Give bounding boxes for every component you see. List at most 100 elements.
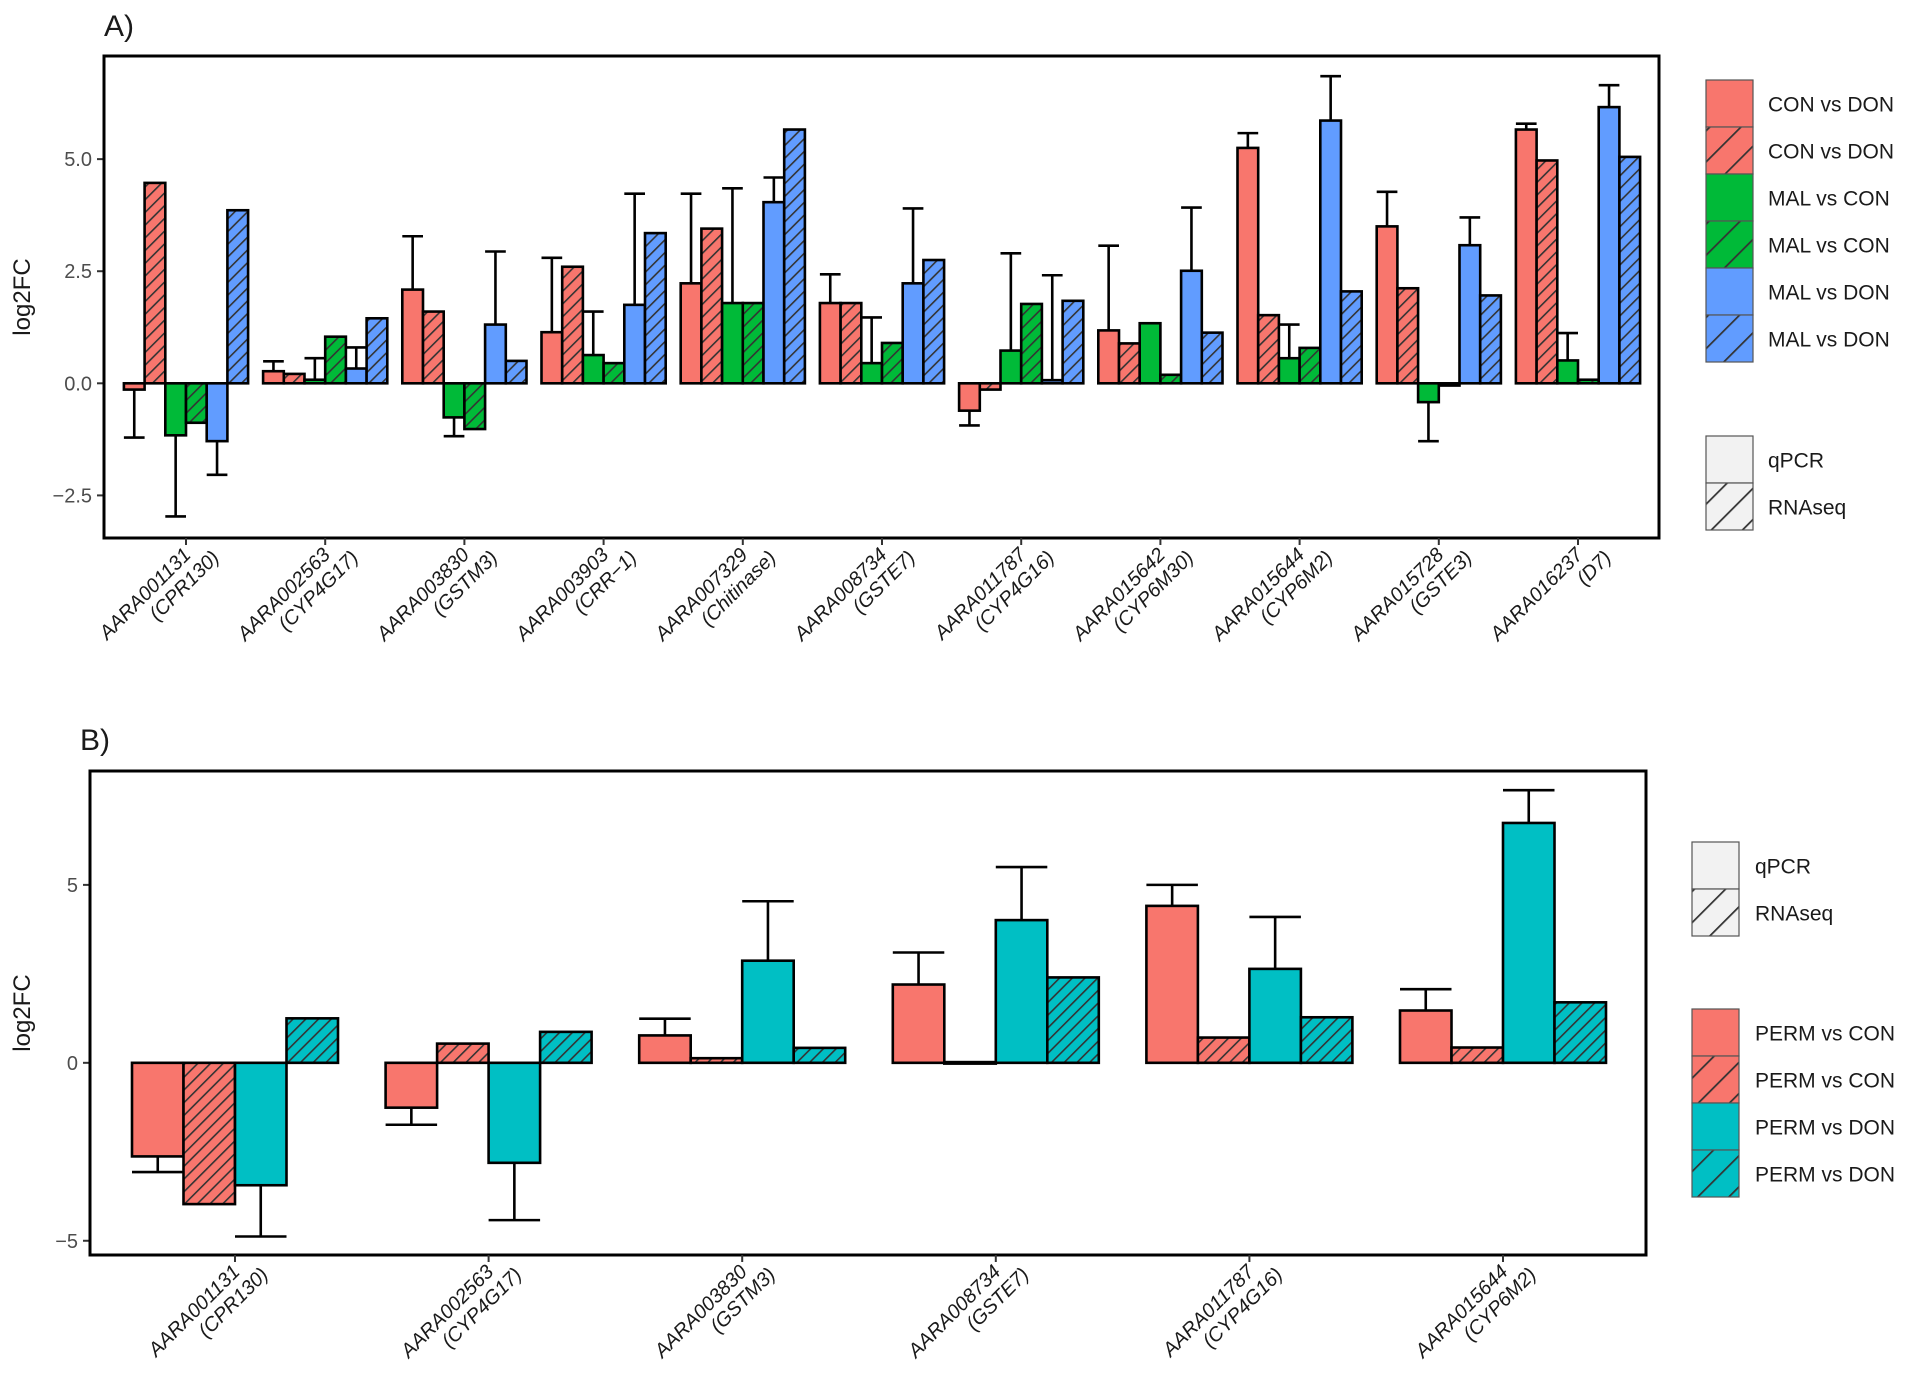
- y-tick-label: 5: [67, 875, 78, 897]
- bar-hatch: [690, 1058, 743, 1063]
- bar-hatch: [1341, 291, 1362, 384]
- legend-label: RNAseq: [1768, 497, 1846, 520]
- bar: [304, 379, 326, 384]
- y-tick-label: 0.0: [64, 373, 92, 395]
- x-tick-label: AARA007329(Chitinase): [650, 531, 780, 661]
- bar-outline: [1396, 286, 1420, 385]
- bar-outline: [143, 181, 167, 385]
- bar-outline: [792, 1046, 847, 1065]
- bar-hatch: [1578, 379, 1599, 384]
- x-tick-label: AARA003830(GSTM3): [650, 1248, 780, 1378]
- bar-outline: [1256, 313, 1281, 385]
- panel-b-plot-border: [88, 769, 1648, 1257]
- bar-outline: [205, 382, 229, 443]
- bar-hatch: [784, 129, 805, 384]
- bar-hatch: [645, 233, 666, 384]
- x-tick-label: AARA002563(CYP4G17): [233, 531, 363, 661]
- panel-b-bars: [130, 788, 1608, 1238]
- legend-key: [1692, 1009, 1739, 1056]
- x-tick-label: AARA003903(CRR−1): [511, 531, 641, 661]
- x-tick-label: AARA011787(CYP4G16): [930, 531, 1059, 660]
- legend-label: MAL vs DON: [1768, 329, 1890, 352]
- bar-hatch: [186, 383, 207, 423]
- bar: [1041, 380, 1063, 384]
- bar: [1237, 147, 1259, 384]
- bar: [763, 202, 785, 384]
- bar-hatch: [1201, 332, 1223, 384]
- bar-hatch: [505, 360, 527, 384]
- bar: [385, 1062, 438, 1108]
- legend-key-hatch: [1706, 315, 1753, 362]
- x-tick-label: AARA015642(CYP6M30): [1068, 531, 1198, 661]
- bar-hatch: [1119, 343, 1140, 384]
- bar: [263, 371, 284, 384]
- legend-key: [1692, 842, 1739, 889]
- legend-key-outline: [1705, 314, 1754, 363]
- bar: [680, 283, 702, 384]
- bar-outline: [285, 1017, 340, 1065]
- bar: [1249, 968, 1301, 1063]
- bar-outline: [538, 1030, 593, 1065]
- bar-hatch: [923, 260, 945, 384]
- bar: [488, 1062, 541, 1163]
- bar-outline: [226, 208, 250, 385]
- bar-hatch: [1619, 156, 1641, 384]
- legend-key-hatch: [1692, 889, 1739, 936]
- x-tick-label: AARA003830(GSTM3): [372, 531, 502, 661]
- bar: [165, 383, 186, 436]
- bar-hatch: [603, 363, 625, 384]
- bar: [624, 304, 645, 384]
- bar-hatch: [144, 182, 166, 384]
- panel-a-bars: [122, 74, 1642, 518]
- bar-hatch: [423, 311, 444, 384]
- legend-label: PERM vs CON: [1755, 1070, 1895, 1093]
- legend-label: MAL vs CON: [1768, 235, 1890, 258]
- bar: [722, 303, 743, 384]
- bar: [639, 1035, 691, 1063]
- bar-outline: [463, 382, 487, 431]
- bar-outline: [1138, 321, 1162, 385]
- bar-hatch: [286, 1018, 338, 1063]
- bar: [541, 332, 563, 384]
- bar-outline: [1618, 155, 1642, 385]
- legend-key-outline: [1691, 1149, 1740, 1198]
- x-tick-label: AARA008734(GSTE7): [903, 1248, 1033, 1378]
- bar: [1557, 360, 1578, 384]
- y-tick-label: 5.0: [64, 149, 92, 171]
- bar-outline: [1535, 159, 1559, 385]
- bar: [959, 383, 980, 411]
- bar: [206, 383, 228, 442]
- bar-outline: [922, 258, 946, 385]
- y-tick-label: −2.5: [53, 485, 92, 507]
- bar-hatch: [1480, 295, 1501, 384]
- bar-hatch: [1258, 315, 1279, 384]
- panel-b-y-ticks: −5 0 5: [55, 875, 90, 1253]
- bar: [861, 363, 882, 384]
- bar-hatch: [1197, 1037, 1250, 1063]
- bar: [1418, 383, 1439, 403]
- bar: [995, 920, 1048, 1063]
- x-tick-label: AARA001131(CPR130): [95, 531, 224, 660]
- bar-hatch: [562, 266, 583, 384]
- bar-outline: [560, 265, 585, 385]
- bar-outline: [1200, 331, 1224, 385]
- legend-key-hatch: [1706, 483, 1753, 530]
- bar-outline: [323, 335, 348, 385]
- bar: [742, 960, 794, 1063]
- bar-hatch: [283, 373, 305, 384]
- bar-outline: [435, 1042, 490, 1065]
- legend-key: [1706, 174, 1753, 221]
- x-tick-label: AARA008734(GSTE7): [790, 531, 920, 661]
- x-tick-label: AARA001131(CPR130): [144, 1248, 273, 1377]
- bar: [1400, 1010, 1452, 1063]
- legend-key-outline: [1691, 888, 1740, 937]
- legend-label: PERM vs DON: [1755, 1117, 1895, 1140]
- bar-outline: [504, 359, 528, 385]
- bar: [1000, 350, 1022, 384]
- panel-b-legend: qPCR RNAseq PERM vs CON PERM vs CON PERM vs …: [1691, 841, 1895, 1198]
- bar-hatch: [540, 1031, 592, 1063]
- bar: [1376, 226, 1398, 384]
- panel-b-x-ticks: AARA001131(CPR130) AARA002563(CYP4G17) AAR…: [144, 1248, 1541, 1378]
- bar-hatch: [1047, 977, 1099, 1063]
- legend-label: MAL vs DON: [1768, 282, 1890, 305]
